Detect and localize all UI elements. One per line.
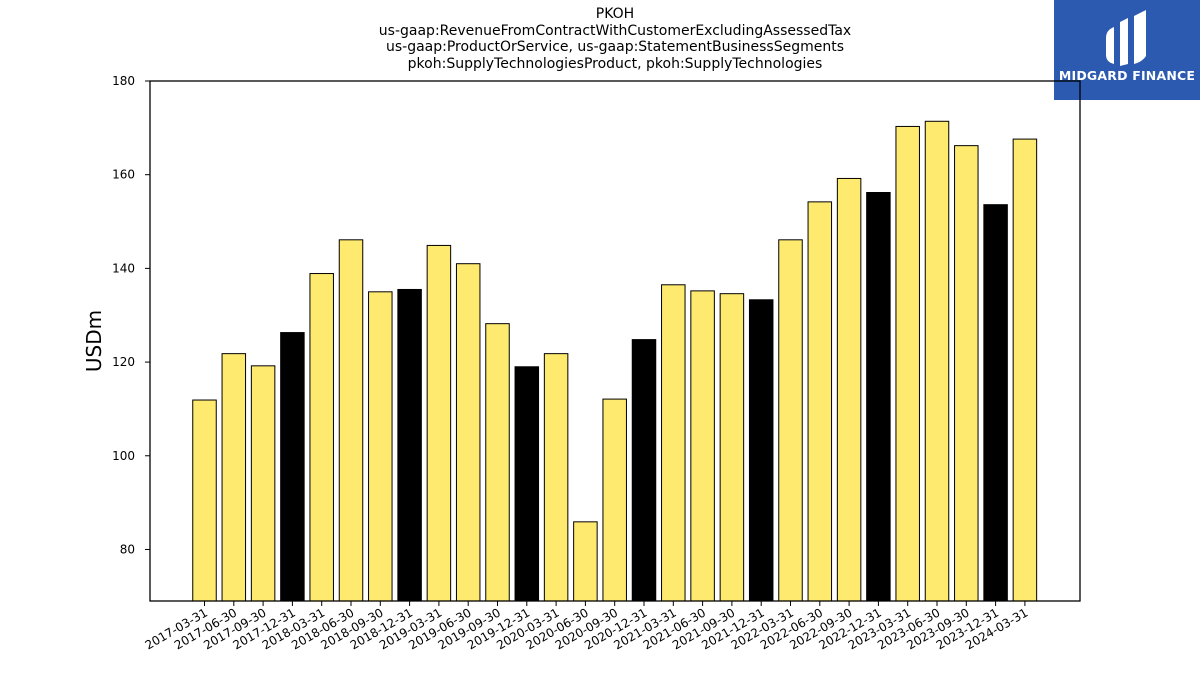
bar-2018-06-30 [338,239,364,602]
bar-2018-09-30 [368,291,393,602]
bar-2022-09-30 [836,177,862,602]
midgard-finance-logo: MIDGARD FINANCE [1054,0,1200,100]
bar-2020-12-31 [631,339,657,602]
y-axis-label: USDm [82,310,106,372]
bar-2023-12-31 [983,204,1008,602]
y-tick-label: 180 [112,74,135,88]
bar-2020-09-30 [602,398,627,602]
bar-2018-12-31 [397,288,422,602]
y-tick-label: 160 [112,168,135,182]
bar-2023-09-30 [954,145,979,602]
chart-title-line-4: pkoh:SupplyTechnologiesProduct, pkoh:Sup… [407,55,823,72]
bar-2021-06-30 [690,290,715,602]
chart-title-line-3: us-gaap:ProductOrService, us-gaap:Statem… [385,39,844,55]
bar-2023-03-31 [895,125,920,602]
bar-2021-03-31 [661,284,686,602]
bar-2022-12-31 [866,191,891,602]
y-tick-label: 100 [112,449,135,463]
plot-area: 2017-03-312017-06-302017-09-302017-12-31… [112,74,1081,652]
bar-2023-06-30 [924,120,950,602]
y-tick-label: 80 [120,542,135,556]
y-tick-label: 120 [112,355,135,369]
logo-text: MIDGARD FINANCE [1058,68,1196,83]
bar-2019-12-31 [514,366,540,602]
bar-2024-03-31 [1012,138,1038,602]
chart-title-line-1: PKOH [595,6,635,22]
plot-frame [149,80,1081,602]
bar-2022-03-31 [778,239,803,602]
bar-2017-09-30 [250,365,276,602]
bar-2019-03-31 [426,244,452,602]
y-tick-label: 140 [112,261,135,275]
bar-2020-06-30 [573,521,598,602]
chart-title: PKOH us-gaap:RevenueFromContractWithCust… [150,6,1080,72]
bar-2018-03-31 [309,273,334,602]
bar-2019-06-30 [455,263,481,602]
bar-2017-12-31 [280,332,305,602]
midgard-logo-icon [1106,10,1146,66]
chart-title-line-2: us-gaap:RevenueFromContractWithCustomerE… [378,22,852,39]
bar-2020-03-31 [543,353,569,602]
bar-2017-03-31 [192,399,217,602]
bar-2019-09-30 [485,323,510,602]
bar-2022-06-30 [807,201,833,602]
bar-2021-09-30 [719,293,745,602]
bar-2017-06-30 [221,353,247,602]
bar-2021-12-31 [748,299,774,602]
